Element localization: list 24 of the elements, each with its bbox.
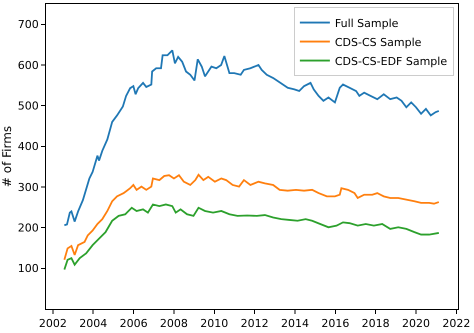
- y-tick-label: 700: [18, 18, 39, 32]
- y-axis-title: # of Firms: [0, 126, 14, 188]
- y-tick-label: 600: [18, 58, 39, 72]
- y-tick-label: 400: [18, 140, 39, 154]
- x-tick-label: 2014: [280, 317, 309, 330]
- x-tick-label: 2002: [38, 317, 67, 330]
- x-tick-label: 2012: [240, 317, 269, 330]
- y-tick-label: 200: [18, 222, 39, 235]
- y-tick-label: 300: [18, 180, 39, 194]
- x-tick-label: 2008: [160, 317, 188, 330]
- line-series: [63, 204, 440, 270]
- legend-label: CDS-CS Sample: [334, 36, 422, 49]
- y-tick-label: 100: [18, 262, 39, 276]
- x-tick-label: 2010: [200, 317, 228, 330]
- x-tick-label: 2022: [442, 317, 470, 330]
- x-tick-label: 2016: [321, 317, 350, 330]
- y-tick-label: 500: [18, 100, 39, 113]
- legend-label: Full Sample: [334, 16, 399, 30]
- x-tick-label: 2006: [120, 317, 148, 330]
- legend-label: CDS-CS-EDF Sample: [334, 54, 448, 68]
- x-tick-label: 2020: [402, 317, 430, 330]
- line-series: [63, 174, 440, 261]
- x-tick-label: 2004: [79, 317, 108, 330]
- x-tick-label: 2018: [362, 317, 390, 330]
